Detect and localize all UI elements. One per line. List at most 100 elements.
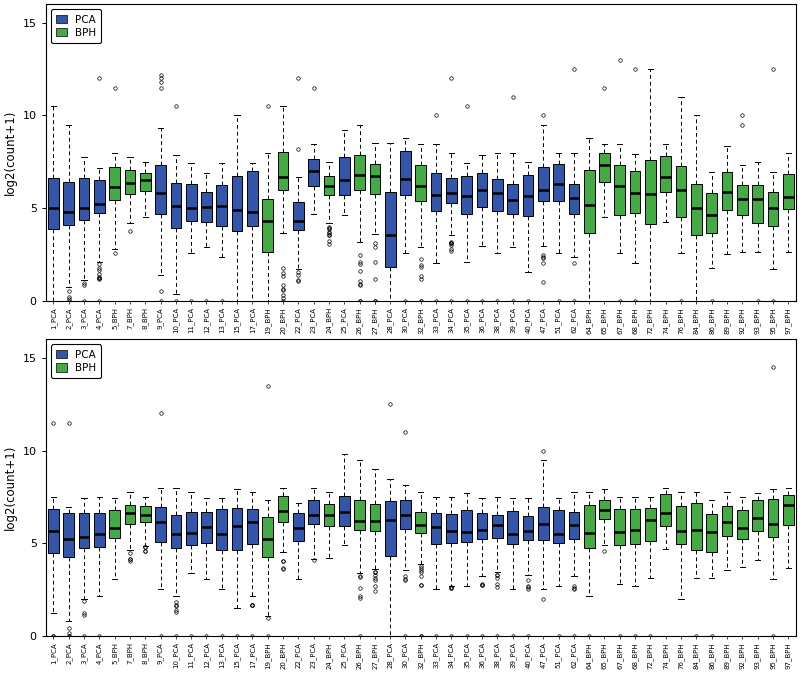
PathPatch shape <box>155 507 166 542</box>
PathPatch shape <box>538 507 549 540</box>
PathPatch shape <box>584 170 594 233</box>
PathPatch shape <box>614 166 625 215</box>
PathPatch shape <box>354 155 365 190</box>
PathPatch shape <box>94 180 105 213</box>
PathPatch shape <box>232 507 242 550</box>
PathPatch shape <box>201 192 212 221</box>
PathPatch shape <box>339 157 350 194</box>
PathPatch shape <box>767 192 778 226</box>
PathPatch shape <box>767 499 778 537</box>
PathPatch shape <box>706 514 717 551</box>
PathPatch shape <box>155 164 166 215</box>
PathPatch shape <box>48 178 58 229</box>
PathPatch shape <box>262 517 273 557</box>
PathPatch shape <box>538 167 549 201</box>
PathPatch shape <box>186 511 197 544</box>
PathPatch shape <box>278 497 288 522</box>
PathPatch shape <box>722 506 732 536</box>
PathPatch shape <box>385 192 395 267</box>
PathPatch shape <box>522 175 534 216</box>
PathPatch shape <box>462 510 472 542</box>
PathPatch shape <box>737 185 748 215</box>
PathPatch shape <box>477 173 487 207</box>
PathPatch shape <box>354 500 365 530</box>
PathPatch shape <box>599 153 610 182</box>
PathPatch shape <box>217 185 227 225</box>
PathPatch shape <box>630 172 641 213</box>
PathPatch shape <box>676 166 686 217</box>
PathPatch shape <box>630 509 641 544</box>
PathPatch shape <box>691 184 702 235</box>
PathPatch shape <box>293 203 304 229</box>
PathPatch shape <box>370 504 380 530</box>
PathPatch shape <box>569 184 579 215</box>
PathPatch shape <box>706 193 717 233</box>
PathPatch shape <box>339 496 350 526</box>
PathPatch shape <box>110 167 120 200</box>
PathPatch shape <box>415 166 426 201</box>
PathPatch shape <box>645 507 656 541</box>
PathPatch shape <box>614 509 625 545</box>
PathPatch shape <box>247 509 258 544</box>
PathPatch shape <box>63 513 74 557</box>
PathPatch shape <box>554 164 564 201</box>
PathPatch shape <box>110 510 120 538</box>
PathPatch shape <box>217 509 227 551</box>
PathPatch shape <box>78 178 90 219</box>
PathPatch shape <box>415 512 426 533</box>
PathPatch shape <box>783 495 794 525</box>
PathPatch shape <box>78 513 90 548</box>
PathPatch shape <box>308 501 319 524</box>
PathPatch shape <box>63 182 74 225</box>
PathPatch shape <box>170 183 182 227</box>
PathPatch shape <box>492 179 502 211</box>
PathPatch shape <box>569 512 579 539</box>
PathPatch shape <box>323 504 334 526</box>
PathPatch shape <box>522 516 534 540</box>
PathPatch shape <box>584 505 594 548</box>
PathPatch shape <box>462 176 472 214</box>
PathPatch shape <box>752 185 763 223</box>
PathPatch shape <box>125 505 135 524</box>
PathPatch shape <box>691 503 702 550</box>
PathPatch shape <box>430 513 442 544</box>
PathPatch shape <box>400 500 411 530</box>
PathPatch shape <box>507 511 518 544</box>
PathPatch shape <box>140 507 150 522</box>
PathPatch shape <box>186 184 197 221</box>
PathPatch shape <box>140 173 150 191</box>
PathPatch shape <box>722 172 732 210</box>
PathPatch shape <box>170 515 182 548</box>
PathPatch shape <box>477 513 487 539</box>
PathPatch shape <box>323 176 334 195</box>
PathPatch shape <box>660 494 671 526</box>
PathPatch shape <box>645 160 656 223</box>
PathPatch shape <box>446 513 457 543</box>
PathPatch shape <box>370 164 380 194</box>
PathPatch shape <box>430 174 442 211</box>
Legend: PCA, BPH: PCA, BPH <box>51 345 102 378</box>
PathPatch shape <box>48 509 58 553</box>
Y-axis label: log2(count+1): log2(count+1) <box>4 445 17 530</box>
PathPatch shape <box>385 501 395 556</box>
PathPatch shape <box>676 505 686 544</box>
PathPatch shape <box>278 152 288 190</box>
PathPatch shape <box>201 512 212 543</box>
PathPatch shape <box>446 178 457 203</box>
PathPatch shape <box>752 501 763 530</box>
Y-axis label: log2(count+1): log2(count+1) <box>4 110 17 195</box>
PathPatch shape <box>737 510 748 539</box>
PathPatch shape <box>247 172 258 226</box>
PathPatch shape <box>492 516 502 538</box>
PathPatch shape <box>783 174 794 209</box>
PathPatch shape <box>308 159 319 186</box>
PathPatch shape <box>507 184 518 214</box>
PathPatch shape <box>400 151 411 194</box>
PathPatch shape <box>232 176 242 231</box>
PathPatch shape <box>125 170 135 194</box>
PathPatch shape <box>262 199 273 252</box>
PathPatch shape <box>660 156 671 192</box>
PathPatch shape <box>599 500 610 519</box>
PathPatch shape <box>554 509 564 543</box>
PathPatch shape <box>94 513 105 547</box>
